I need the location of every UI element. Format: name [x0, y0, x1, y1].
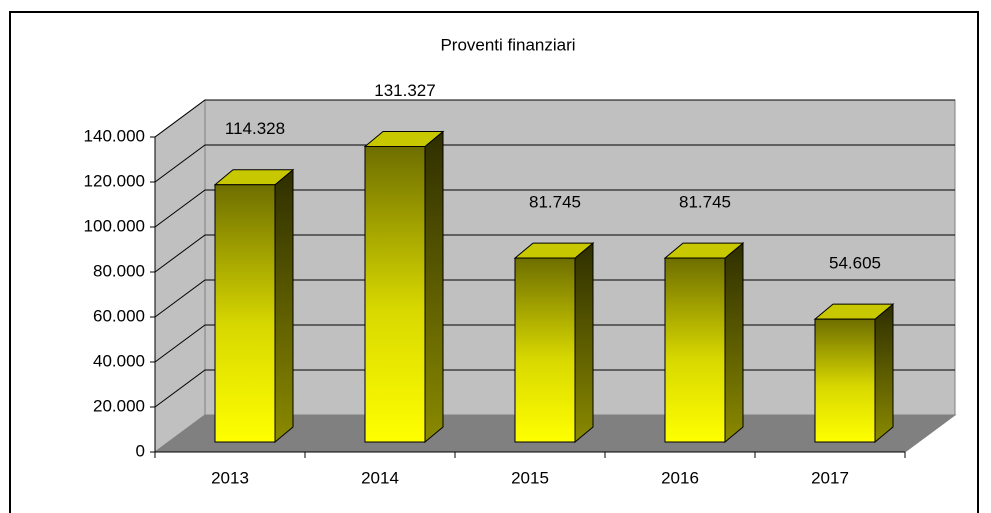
bar-front	[664, 257, 726, 443]
y-tick-label: 40.000	[93, 351, 145, 370]
y-tick-label: 120.000	[84, 171, 145, 190]
bar	[363, 130, 445, 444]
bar-front	[814, 318, 876, 443]
bar-side	[274, 168, 294, 444]
bar-side	[424, 130, 444, 444]
y-tick-label: 140.000	[84, 126, 145, 145]
value-label: 81.745	[529, 193, 581, 212]
bar-side	[724, 242, 744, 444]
bar	[513, 242, 595, 444]
y-tick-label: 0	[136, 441, 145, 460]
x-tick-label: 2013	[211, 468, 249, 487]
x-tick-label: 2017	[811, 468, 849, 487]
value-label: 54.605	[829, 254, 881, 273]
x-tick-label: 2014	[361, 468, 399, 487]
bar-side	[574, 242, 594, 444]
bar	[813, 303, 895, 444]
bar-side	[874, 303, 894, 444]
bar	[663, 242, 745, 444]
y-tick-label: 20.000	[93, 396, 145, 415]
y-tick-label: 80.000	[93, 261, 145, 280]
bar	[213, 168, 295, 444]
grid-line	[154, 144, 955, 183]
y-tick-label: 100.000	[84, 216, 145, 235]
grid-line	[154, 99, 955, 138]
chart-title: Proventi finanziari	[440, 35, 575, 54]
grid-line	[154, 189, 955, 228]
value-label: 81.745	[679, 193, 731, 212]
x-tick-label: 2016	[661, 468, 699, 487]
bar-front	[514, 257, 576, 443]
bar-front	[214, 184, 276, 443]
y-tick-label: 60.000	[93, 306, 145, 325]
value-label: 131.327	[374, 81, 435, 100]
side-wall	[154, 99, 206, 453]
bar-front	[364, 146, 426, 443]
x-tick-label: 2015	[511, 468, 549, 487]
value-label: 114.328	[225, 119, 285, 138]
grid-line	[154, 234, 955, 273]
